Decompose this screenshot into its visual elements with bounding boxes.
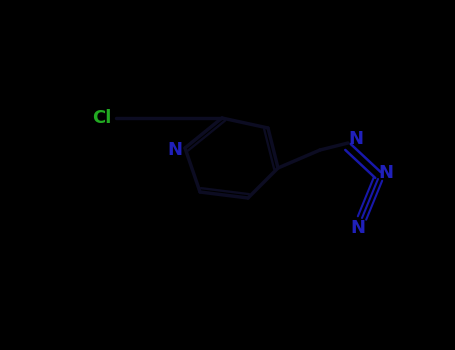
Text: N: N [379,164,394,182]
Text: N: N [349,130,364,148]
Text: N: N [167,141,182,159]
Text: N: N [350,219,365,237]
Text: Cl: Cl [92,109,111,127]
